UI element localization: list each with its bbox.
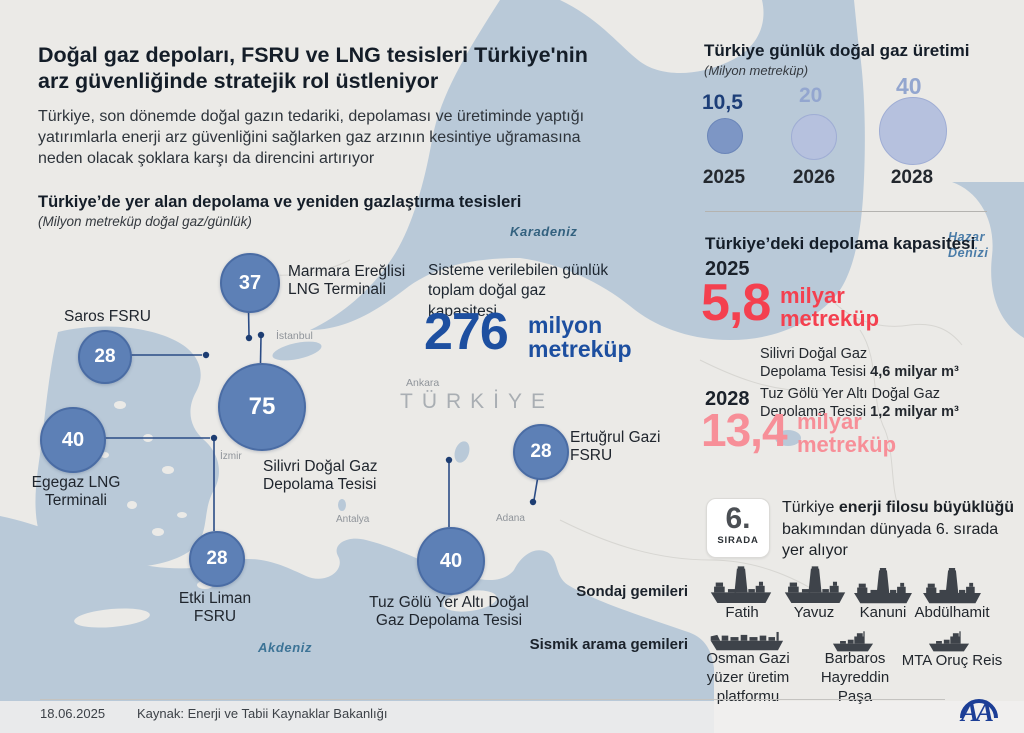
- section-title: Türkiye’de yer alan depolama ve yeniden …: [38, 193, 522, 211]
- facility-value: 28: [94, 346, 116, 367]
- rank-number: 6.: [725, 502, 751, 535]
- storage-year-2025: 2025: [705, 258, 750, 280]
- drillship-icon-fatih: [710, 566, 772, 604]
- production-year-2028: 2028: [890, 167, 934, 188]
- fleet-text-pre: Türkiye: [782, 499, 839, 516]
- facility-label-tuz-golu: Tuz Gölü Yer Altı Doğal Gaz Depolama Tes…: [369, 594, 529, 630]
- location-dots: [202, 331, 537, 506]
- facility-value: 37: [238, 271, 262, 294]
- facility-label-saros: Saros FSRU: [64, 308, 151, 325]
- drillship-icon-abdulhamit: [922, 568, 982, 604]
- production-value-2026: 20: [799, 84, 823, 107]
- ship-name-fatih: Fatih: [725, 604, 759, 621]
- storage-value-2028: 13,4: [701, 404, 788, 456]
- fleet-text-line3: yer alıyor: [782, 542, 848, 559]
- ship-name-kanuni: Kanuni: [859, 604, 907, 621]
- storage-value-2025: 5,8: [701, 274, 771, 332]
- sea-label-karadeniz: Karadeniz: [510, 224, 578, 239]
- sea-label-akdeniz: Akdeniz: [258, 640, 313, 655]
- drillship-icon-kanuni: [853, 568, 913, 604]
- storage-detail-tuzgolu-value: 1,2 milyar m³: [870, 404, 959, 421]
- seismic-ships-label: Sismik arama gemileri: [529, 636, 688, 653]
- ship-name-yavuz: Yavuz: [793, 604, 835, 621]
- facility-bubble-egegaz: 40: [40, 407, 106, 473]
- facility-value: 28: [530, 441, 552, 462]
- logo-text: AA: [959, 697, 993, 726]
- divider: [705, 211, 987, 212]
- footer-date: 18.06.2025: [40, 706, 106, 721]
- platform-ship-icon-osman-gazi: [710, 628, 786, 652]
- facility-bubble-saros: 28: [78, 330, 132, 384]
- storage-title: Türkiye’deki depolama kapasitesi: [705, 234, 976, 253]
- city-label-istanbul: İstanbul: [276, 330, 313, 342]
- storage-unit-2028: milyar metreküp: [797, 409, 897, 458]
- storage-year-2028: 2028: [705, 388, 750, 410]
- facility-bubble-silivri: 75: [218, 363, 306, 451]
- section-unit: (Milyon metreküp doğal gaz/günlük): [38, 214, 252, 229]
- facility-label-ertugrul-gazi: Ertuğrul Gazi FSRU: [570, 429, 661, 465]
- anadolu-agency-logo: AA: [959, 697, 998, 726]
- production-unit: (Milyon metreküp): [704, 63, 809, 78]
- production-title: Türkiye günlük doğal gaz üretimi: [704, 41, 970, 60]
- production-value-2028: 40: [896, 73, 922, 99]
- storage-detail-tuzgolu: Tuz Gölü Yer Altı Doğal Gaz Depolama Tes…: [760, 366, 1010, 422]
- rank-badge: 6. SIRADA: [706, 498, 770, 558]
- production-bubble-2025: [707, 118, 743, 154]
- production-bubble-2028: [879, 97, 947, 165]
- seismic-ship-icon-mta-oruc-reis: [918, 630, 980, 652]
- facility-label-egegaz: Egegaz LNG Terminali: [31, 474, 121, 510]
- storage-detail-tuzgolu-name: Tuz Gölü Yer Altı Doğal Gaz Depolama Tes…: [760, 385, 941, 421]
- facility-bubble-marmara-eregli: 37: [220, 253, 280, 313]
- footer-source: Kaynak: Enerji ve Tabii Kaynaklar Bakanl…: [137, 706, 388, 721]
- facility-bubble-tuz-golu: 40: [417, 527, 485, 595]
- production-year-2025: 2025: [702, 167, 746, 188]
- supply-unit: milyon metreküp: [528, 312, 632, 363]
- facility-value: 40: [61, 428, 85, 451]
- city-label-antalya: Antalya: [336, 514, 370, 525]
- footer-divider: [40, 699, 945, 700]
- intro-text: Türkiye, son dönemde doğal gazın tedarik…: [38, 108, 585, 167]
- facility-value: 75: [248, 393, 276, 420]
- storage-unit-2025: milyar metreküp: [780, 283, 880, 332]
- fleet-text-line2: bakımından dünyada 6. sırada: [782, 520, 999, 538]
- ship-name-barbaros: Barbaros Hayreddin Paşa: [820, 650, 890, 705]
- drilling-ships-label: Sondaj gemileri: [576, 583, 688, 600]
- fleet-text-line1: Türkiye enerji filosu büyüklüğü: [782, 497, 1017, 519]
- facility-value: 28: [206, 548, 228, 569]
- rank-caption: SIRADA: [717, 535, 759, 546]
- city-label-ankara: Ankara: [406, 377, 440, 389]
- ship-name-osman-gazi: Osman Gazi yüzer üretim platformu: [706, 650, 790, 705]
- city-label-adana: Adana: [496, 513, 525, 524]
- leader-lines: [102, 308, 539, 531]
- production-year-2026: 2026: [792, 167, 836, 188]
- seismic-ship-icon-barbaros: [822, 630, 884, 652]
- storage-detail-silivri-name: Silivri Doğal Gaz Depolama Tesisi: [760, 345, 868, 381]
- drillship-icon-yavuz: [784, 566, 846, 604]
- fleet-text: Türkiye enerji filosu büyüklüğü bakımınd…: [782, 497, 1017, 562]
- supply-value: 276: [424, 303, 509, 361]
- city-label-izmir: İzmir: [220, 451, 242, 462]
- fleet-text-bold: enerji filosu büyüklüğü: [838, 499, 1015, 516]
- production-bubble-2026: [791, 114, 837, 160]
- country-label: TÜRKİYE: [400, 390, 555, 413]
- supply-label: Sisteme verilebilen günlük toplam doğal …: [428, 262, 609, 320]
- facility-bubble-ertugrul-gazi: 28: [513, 424, 569, 480]
- facility-label-marmara-eregli: Marmara Ereğlisi LNG Terminali: [288, 263, 406, 299]
- storage-detail-silivri: Silivri Doğal Gaz Depolama Tesisi 4,6 mi…: [760, 326, 1010, 382]
- storage-detail-silivri-value: 4,6 milyar m³: [870, 364, 959, 381]
- production-value-2025: 10,5: [702, 91, 743, 114]
- facility-value: 40: [439, 549, 463, 572]
- facility-label-silivri: Silivri Doğal Gaz Depolama Tesisi: [263, 458, 378, 494]
- facility-bubble-etki-liman: 28: [189, 531, 245, 587]
- ship-name-abdulhamit: Abdülhamit: [914, 604, 990, 621]
- page-title: Doğal gaz depoları, FSRU ve LNG tesisler…: [38, 43, 588, 94]
- sea-label-hazar: Hazar Denizi: [948, 230, 989, 260]
- ship-name-mta-oruc-reis: MTA Oruç Reis: [901, 652, 1003, 669]
- facility-label-etki-liman: Etki Liman FSRU: [178, 590, 252, 626]
